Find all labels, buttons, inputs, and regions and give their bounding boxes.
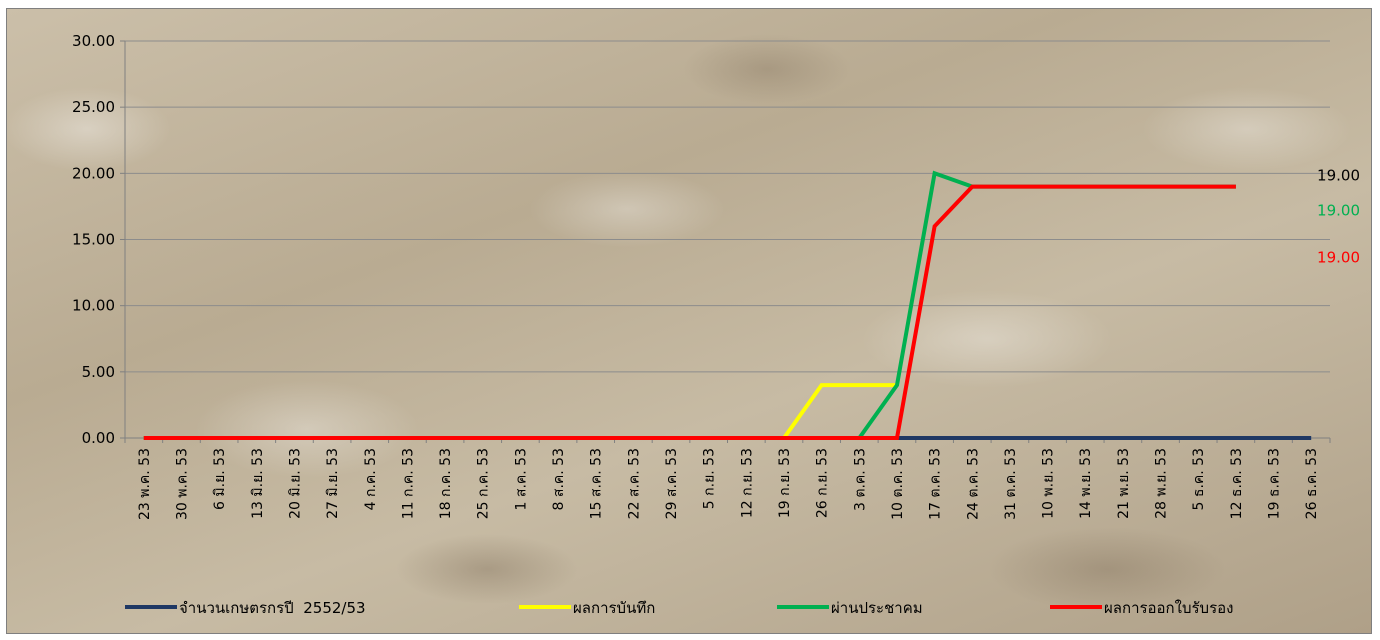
x-tick-label: 23 พ.ค. 53	[137, 448, 153, 520]
x-tick-label: 14 พ.ย. 53	[1078, 448, 1094, 519]
x-tick-label: 27 มิ.ย. 53	[325, 448, 341, 519]
data-label: 19.00	[1317, 249, 1360, 267]
x-tick-label: 24 ต.ค. 53	[965, 448, 981, 520]
x-tick-label: 21 พ.ย. 53	[1116, 448, 1132, 519]
x-tick-label: 8 ส.ค. 53	[551, 448, 567, 510]
y-tick-label: 0.00	[82, 429, 115, 447]
x-tick-label: 10 พ.ย. 53	[1041, 448, 1057, 519]
x-tick-label: 30 พ.ค. 53	[174, 448, 190, 520]
series-line-3	[143, 184, 1236, 440]
x-tick-label: 11 ก.ค. 53	[400, 448, 416, 519]
series-line-1	[143, 383, 897, 440]
x-tick-label: 31 ต.ค. 53	[1003, 448, 1019, 520]
y-tick-label: 10.00	[72, 297, 115, 315]
x-tick-label: 10 ต.ค. 53	[890, 448, 906, 520]
x-tick-label: 12 ธ.ค. 53	[1229, 448, 1245, 519]
y-tick-label: 20.00	[72, 164, 115, 182]
x-tick-label: 25 ก.ค. 53	[476, 448, 492, 519]
x-tick-label: 19 ก.ย. 53	[777, 448, 793, 518]
line-chart: 0.00 5.00 10.00 15.00 20.00 25.00 30.00 23 พ.ค.…	[72, 32, 1360, 617]
y-tick-label: 15.00	[72, 231, 115, 249]
x-tick-label: 6 มิ.ย. 53	[212, 448, 228, 510]
legend-entry: จำนวนเกษตรกรปี 2552/53	[179, 599, 366, 617]
x-tick-label: 15 ส.ค. 53	[589, 448, 605, 519]
legend-entry: ผลการออกใบรับรอง	[1104, 599, 1233, 617]
legend-entry: ผลการบันทึก	[573, 599, 655, 617]
y-tick-label: 5.00	[82, 363, 115, 381]
x-tick-label: 29 ส.ค. 53	[664, 448, 680, 519]
x-tick-label: 28 พ.ย. 53	[1154, 448, 1170, 519]
x-tick-label: 18 ก.ค. 53	[438, 448, 454, 519]
x-tick-label: 3 ต.ค. 53	[852, 448, 868, 511]
x-tick-label: 17 ต.ค. 53	[928, 448, 944, 520]
x-tick-label: 19 ธ.ค. 53	[1267, 448, 1283, 519]
legend-entry: ผ่านประชาคม	[831, 599, 923, 617]
x-tick-label: 26 ธ.ค. 53	[1304, 448, 1320, 519]
data-label: 19.00	[1317, 202, 1360, 220]
x-tick-label: 26 ก.ย. 53	[815, 448, 831, 518]
x-tick-label: 12 ก.ย. 53	[739, 448, 755, 518]
y-tick-label: 25.00	[72, 98, 115, 116]
x-tick-label: 5 ธ.ค. 53	[1191, 448, 1207, 510]
chart-frame: 0.00 5.00 10.00 15.00 20.00 25.00 30.00 23 พ.ค.…	[6, 8, 1372, 634]
x-tick-label: 1 ส.ค. 53	[513, 448, 529, 510]
x-tick-label: 5 ก.ย. 53	[702, 448, 718, 509]
data-label: 19.00	[1317, 167, 1360, 185]
y-tick-label: 30.00	[72, 32, 115, 50]
x-tick-label: 20 มิ.ย. 53	[287, 448, 303, 519]
x-tick-label: 4 ก.ค. 53	[363, 448, 379, 510]
x-tick-label: 13 มิ.ย. 53	[250, 448, 266, 519]
x-tick-label: 22 ส.ค. 53	[626, 448, 642, 519]
